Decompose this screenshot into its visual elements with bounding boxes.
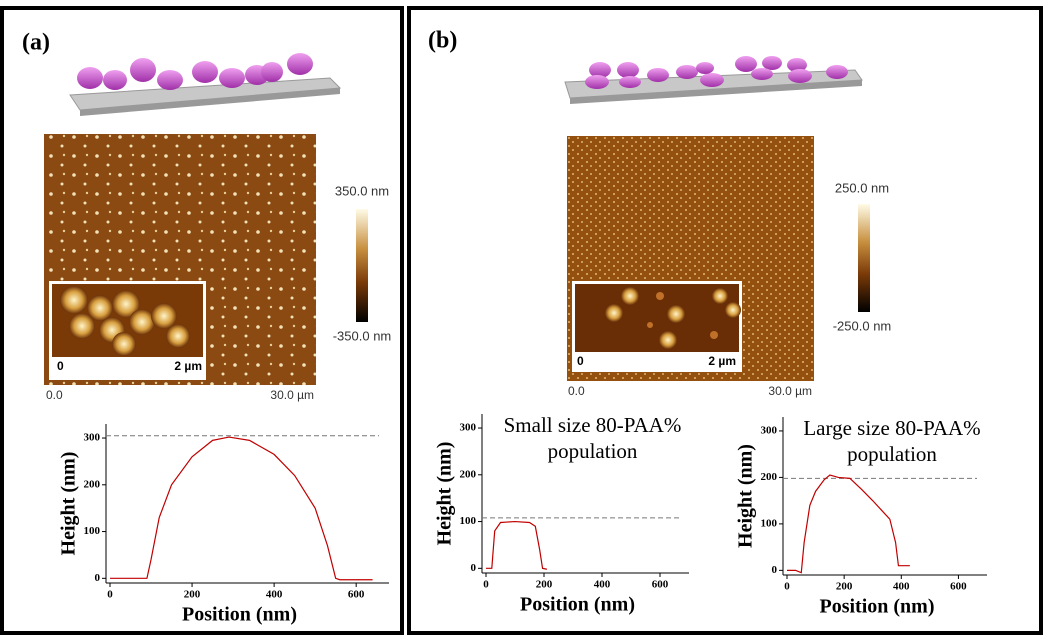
y-axis-label: Height (nm) xyxy=(58,452,80,556)
x-tick-label: 0 xyxy=(107,589,113,601)
y-tick-label: 100 xyxy=(460,515,477,527)
scale-label: 0.0 xyxy=(568,384,585,398)
x-tick-label: 600 xyxy=(652,579,669,591)
scale-label: 0.0 xyxy=(46,388,63,402)
inset-particles xyxy=(60,286,190,356)
inset-scale-label: 0 xyxy=(577,354,584,368)
x-tick-label: 400 xyxy=(266,589,283,601)
y-tick-label: 0 xyxy=(772,564,778,576)
y-tick-label: 0 xyxy=(95,572,101,584)
y-tick-label: 200 xyxy=(460,468,477,480)
x-tick-label: 400 xyxy=(594,579,611,591)
scale-label: 30.0 µm xyxy=(270,388,314,402)
x-tick-label: 400 xyxy=(893,581,910,593)
y-tick-label: 200 xyxy=(84,478,101,490)
panel-label: (a) xyxy=(22,30,50,56)
scale-label: 30.0 µm xyxy=(768,384,812,398)
panel-label: (b) xyxy=(428,28,457,54)
y-axis-label: Height (nm) xyxy=(434,442,456,546)
annotation: population xyxy=(847,442,937,466)
annotation: population xyxy=(548,439,638,463)
y-tick-label: 0 xyxy=(471,562,477,574)
inset-scale-label: 2 µm xyxy=(708,354,736,368)
y-tick-label: 100 xyxy=(761,517,778,529)
substrate-illustration xyxy=(564,56,863,104)
y-axis-label: Height (nm) xyxy=(735,444,757,548)
x-tick-label: 600 xyxy=(950,581,967,593)
y-tick-label: 200 xyxy=(761,471,778,483)
x-tick-label: 600 xyxy=(348,589,365,601)
colorbar-label: -250.0 nm xyxy=(833,318,892,333)
inset-scale-label: 2 µm xyxy=(174,359,202,373)
profile-line xyxy=(486,520,548,570)
x-axis-label: Position (nm) xyxy=(820,596,935,618)
x-tick-label: 0 xyxy=(784,581,790,593)
x-tick-label: 200 xyxy=(836,581,853,593)
substrate-illustration xyxy=(69,53,342,116)
panel-frame xyxy=(0,6,404,635)
panel-frame xyxy=(407,6,1043,635)
colorbar-label: -350.0 nm xyxy=(333,328,392,343)
profile-line xyxy=(110,436,373,581)
y-tick-label: 300 xyxy=(761,424,778,436)
x-tick-label: 200 xyxy=(184,589,201,601)
colorbar-label: 250.0 nm xyxy=(835,180,889,195)
y-tick-label: 300 xyxy=(84,432,101,444)
colorbar xyxy=(356,209,368,322)
x-axis-label: Position (nm) xyxy=(520,594,635,616)
annotation: Small size 80-PAA% xyxy=(504,413,682,437)
x-tick-label: 200 xyxy=(536,579,553,591)
inset-particles xyxy=(605,287,741,349)
x-tick-label: 0 xyxy=(483,579,489,591)
inset-scale-label: 0 xyxy=(57,359,64,373)
annotation: Large size 80-PAA% xyxy=(803,416,980,440)
colorbar xyxy=(858,204,870,312)
x-axis-label: Position (nm) xyxy=(182,604,297,626)
colorbar-label: 350.0 nm xyxy=(335,183,389,198)
y-tick-label: 300 xyxy=(460,422,477,434)
y-tick-label: 100 xyxy=(84,525,101,537)
profile-line xyxy=(787,474,910,574)
